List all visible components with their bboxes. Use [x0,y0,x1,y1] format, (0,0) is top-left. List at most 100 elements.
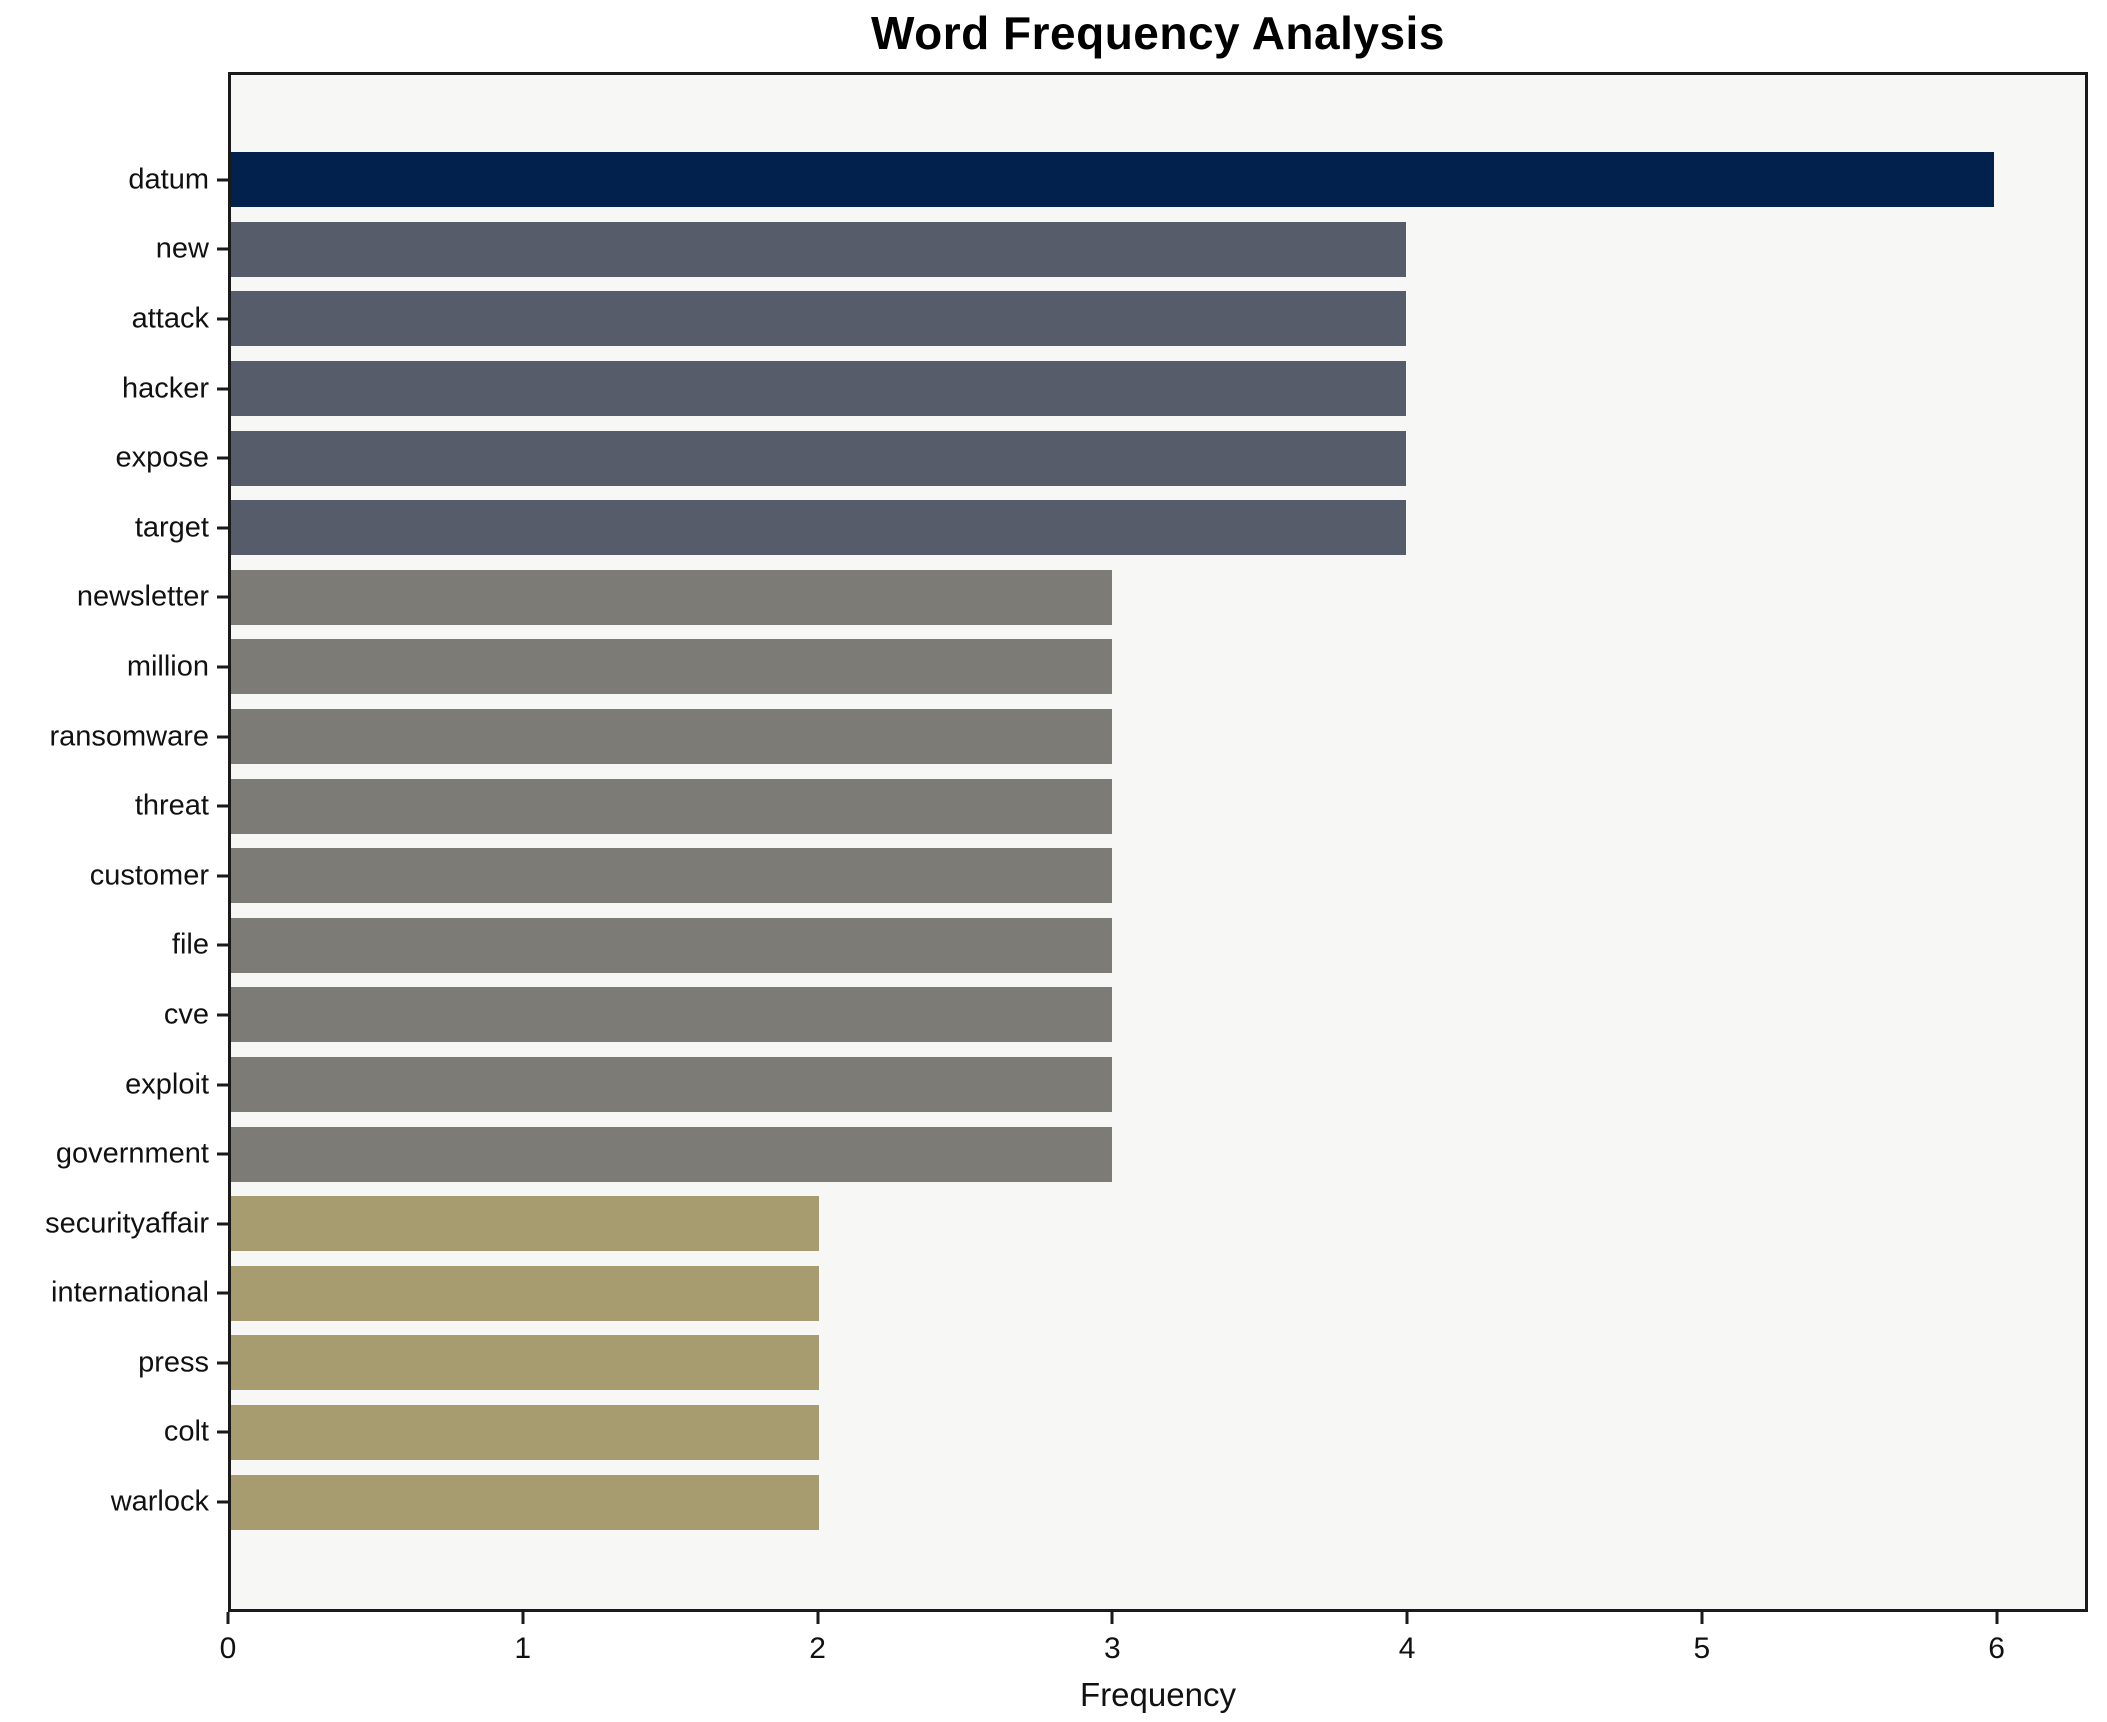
bar [231,639,1113,695]
y-tick-mark [217,1430,228,1434]
bar-row: file [172,911,2085,981]
x-tick-label: 1 [514,1632,532,1665]
bar [231,1265,819,1321]
y-tick-label: hacker [121,372,209,405]
bar-row: target [135,493,2085,563]
x-tick-mark [1995,1612,1999,1624]
x-tick-mark [521,1612,525,1624]
y-tick-mark [217,665,228,669]
bar [231,152,1994,208]
y-tick-mark [217,595,228,599]
y-tick-mark [217,317,228,321]
x-tick-mark [1110,1612,1114,1624]
y-tick-label: target [134,511,209,544]
y-tick-mark [217,1291,228,1295]
bar-row: million [127,632,2085,702]
bar [231,500,1407,556]
bar [231,1404,819,1460]
bar-row: government [56,1119,2085,1189]
bar-row: ransomware [49,702,2085,772]
y-tick-mark [217,1013,228,1017]
y-tick-label: warlock [110,1485,209,1518]
bar-row: colt [164,1398,2085,1468]
y-tick-label: million [126,650,209,683]
y-tick-label: expose [115,441,209,474]
bar [231,917,1113,973]
y-tick-mark [217,526,228,530]
x-tick-label: 2 [809,1632,826,1665]
y-tick-label: government [55,1137,209,1170]
plot-area: datum new attack hacker expose target newslett… [45,72,2088,1612]
y-tick-label: attack [131,302,209,335]
y-tick-label: international [51,1276,209,1309]
bar [231,1196,819,1252]
y-tick-label: cve [163,998,209,1031]
x-tick-label: 6 [1988,1632,2005,1665]
bar [231,221,1407,277]
bar [231,361,1407,417]
bar-row: securityaffair [45,1189,2085,1259]
bar [231,1057,1113,1113]
bar-row: threat [135,771,2085,841]
x-tick-mark [1405,1612,1409,1624]
y-tick-label: newsletter [76,580,209,613]
y-tick-mark [217,1500,228,1504]
y-tick-label: new [155,232,209,265]
y-tick-mark [217,1361,228,1365]
x-tick-label: 5 [1693,1632,1711,1665]
chart-title: Word Frequency Analysis [871,7,1445,59]
y-tick-mark [217,1222,228,1226]
x-axis: Frequency 0 1 2 3 4 5 6 [220,1612,2088,1722]
y-tick-mark [217,178,228,182]
bar [231,987,1113,1043]
y-tick-mark [217,456,228,460]
y-tick-label: colt [163,1415,209,1448]
y-tick-mark [217,387,228,391]
y-tick-mark [217,874,228,878]
y-tick-mark [217,1083,228,1087]
y-tick-mark [217,735,228,739]
bar-row: international [51,1259,2085,1329]
y-tick-mark [217,804,228,808]
x-tick-mark [226,1612,230,1624]
bar [231,1474,819,1530]
bar-row: warlock [111,1467,2085,1537]
bar-row: newsletter [77,563,2085,633]
bar-row: customer [90,841,2085,911]
bar-row: new [156,215,2085,285]
y-tick-label: exploit [125,1068,209,1101]
bar-row: datum [128,145,2085,215]
bars-area: datum new attack hacker expose target newslett… [45,145,2085,1537]
bar [231,778,1113,834]
y-tick-label: file [171,928,209,961]
y-tick-label: ransomware [49,720,209,753]
bar-row: hacker [122,354,2085,424]
y-tick-label: customer [89,859,209,892]
bar-row: exploit [125,1050,2085,1120]
y-tick-label: press [138,1346,209,1379]
bar [231,291,1407,347]
x-axis-title: Frequency [1080,1676,1236,1713]
y-tick-label: securityaffair [45,1207,209,1240]
x-tick-mark [816,1612,820,1624]
y-tick-label: datum [128,163,209,196]
y-tick-label: threat [134,789,209,822]
y-tick-mark [217,247,228,251]
x-tick-label: 4 [1398,1632,1416,1665]
bar-row: press [138,1328,2085,1398]
bar [231,1126,1113,1182]
bar [231,848,1113,904]
bar [231,709,1113,765]
y-tick-mark [217,943,228,947]
x-tick-label: 3 [1103,1632,1121,1665]
x-tick-mark [1700,1612,1704,1624]
bar-row: expose [115,423,2085,493]
bar [231,1335,819,1391]
bar-row: attack [132,284,2085,354]
bar [231,569,1113,625]
bar [231,430,1407,486]
x-tick-label: 0 [219,1632,237,1665]
bar-row: cve [164,980,2085,1050]
y-tick-mark [217,1152,228,1156]
